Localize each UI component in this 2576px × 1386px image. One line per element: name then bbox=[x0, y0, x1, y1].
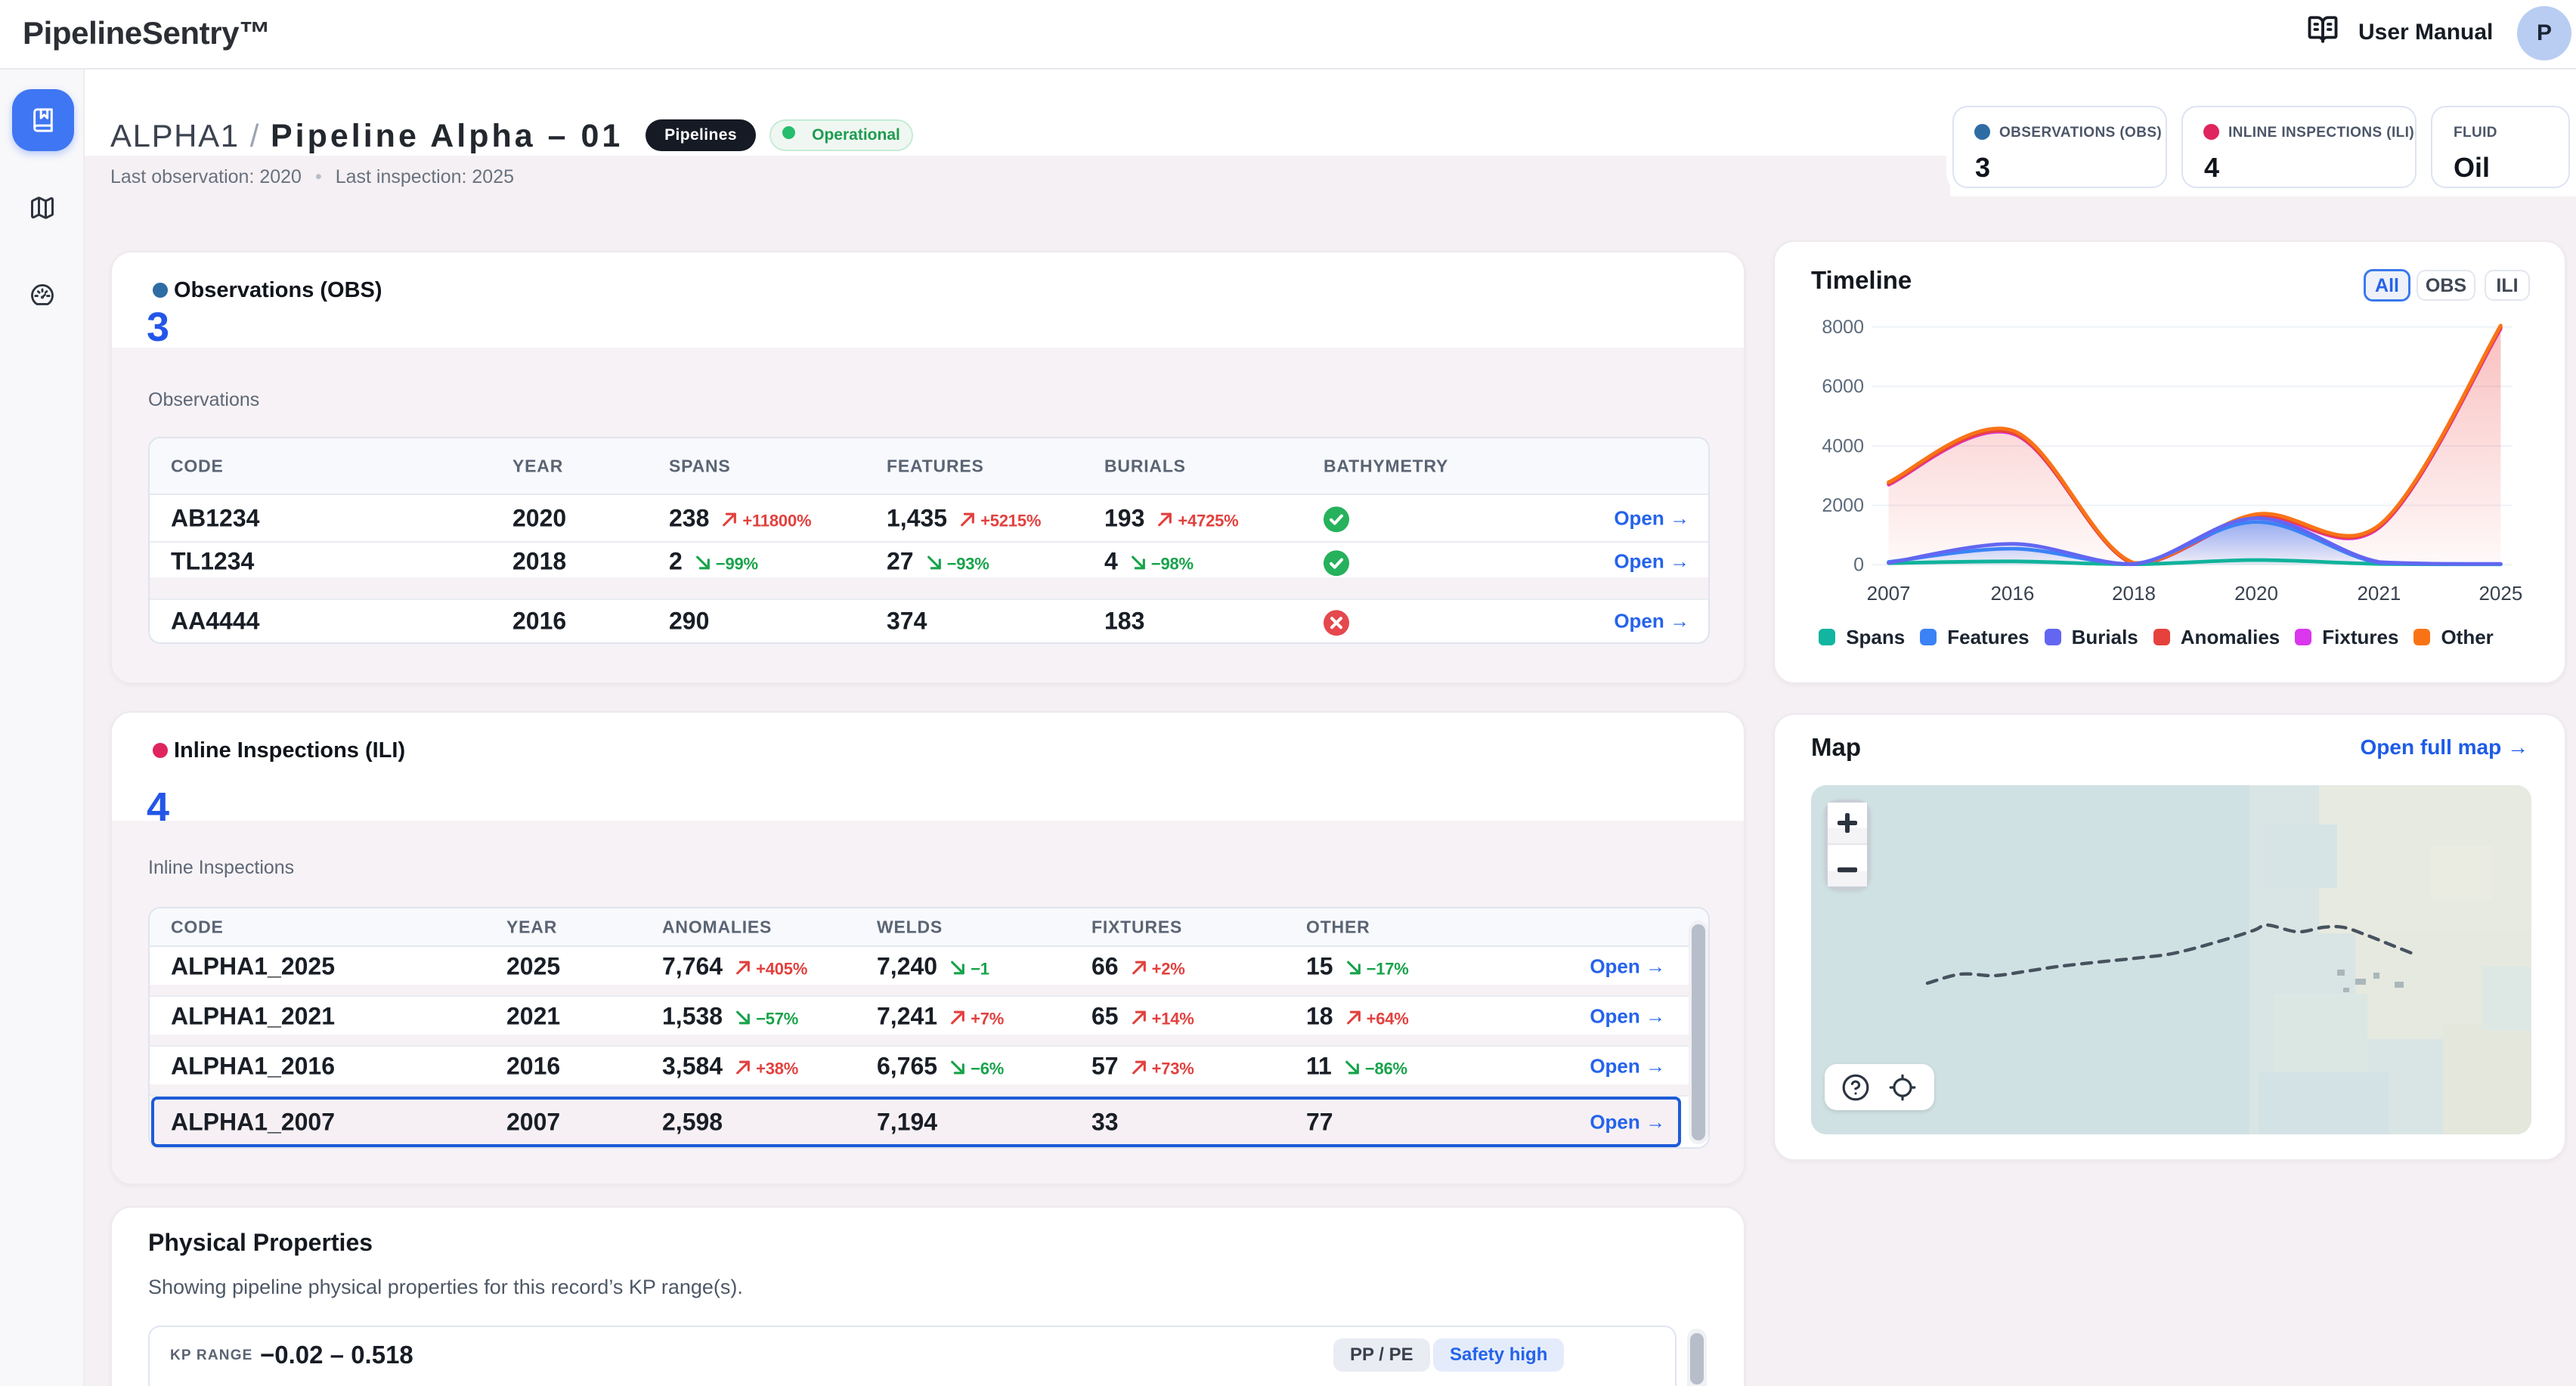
svg-text:2007: 2007 bbox=[1867, 582, 1911, 605]
svg-text:2000: 2000 bbox=[1822, 495, 1864, 516]
svg-text:6000: 6000 bbox=[1822, 376, 1864, 398]
svg-text:2018: 2018 bbox=[2112, 582, 2156, 605]
svg-text:2016: 2016 bbox=[1990, 582, 2034, 605]
svg-text:8000: 8000 bbox=[1822, 317, 1864, 338]
svg-text:0: 0 bbox=[1853, 555, 1864, 576]
svg-text:2020: 2020 bbox=[2234, 582, 2278, 605]
svg-text:2021: 2021 bbox=[2357, 582, 2401, 605]
svg-text:4000: 4000 bbox=[1822, 435, 1864, 456]
svg-text:2025: 2025 bbox=[2478, 582, 2522, 605]
